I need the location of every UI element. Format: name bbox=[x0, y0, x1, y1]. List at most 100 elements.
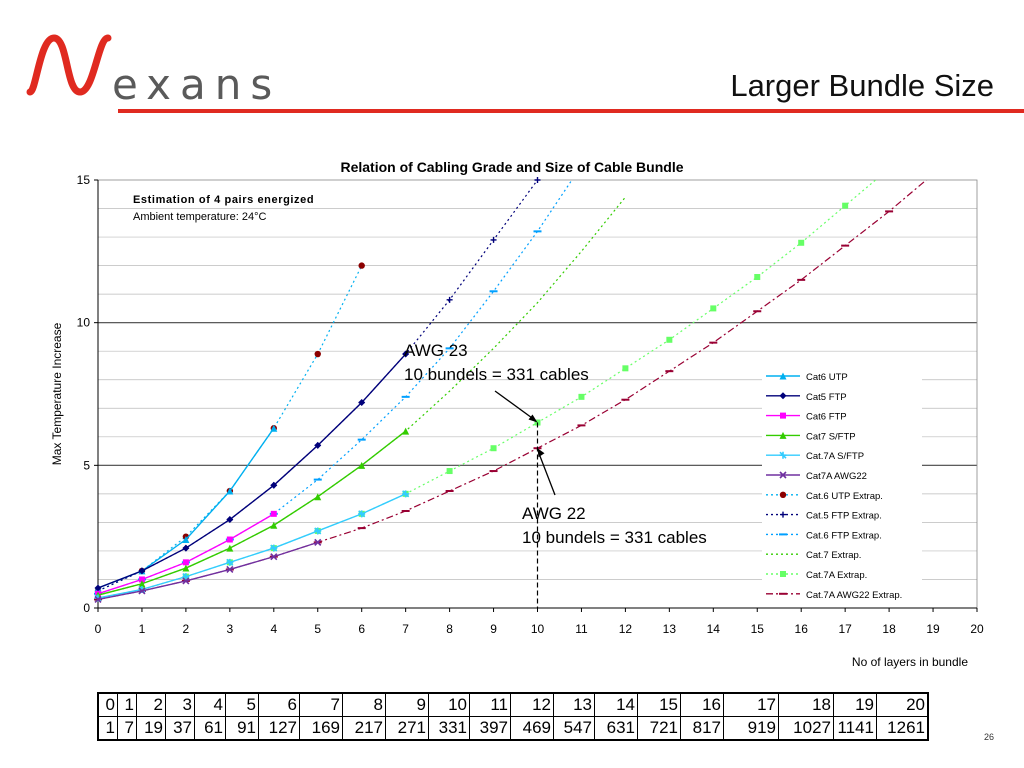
data-point-legend-2 bbox=[780, 412, 786, 419]
legend-label: Cat.7A Extrap. bbox=[806, 570, 867, 581]
data-point-1 bbox=[138, 567, 146, 575]
table-cell: 8 bbox=[342, 692, 386, 717]
data-point-10 bbox=[578, 393, 585, 400]
data-point-legend-3 bbox=[779, 431, 787, 439]
data-point-6 bbox=[314, 350, 321, 358]
table-cell: 547 bbox=[553, 716, 595, 741]
table-cell: 17 bbox=[723, 692, 779, 717]
data-point-3 bbox=[226, 544, 234, 552]
logo-swoosh-icon bbox=[26, 34, 112, 96]
y-tick-label: 10 bbox=[77, 316, 91, 330]
data-point-3 bbox=[182, 564, 190, 572]
table-cell: 331 bbox=[428, 716, 470, 741]
legend-label: Cat6 UTP bbox=[806, 372, 848, 383]
table-cell: 1141 bbox=[833, 716, 877, 741]
data-point-0 bbox=[226, 487, 234, 495]
data-point-2 bbox=[182, 559, 189, 566]
data-point-legend-7 bbox=[780, 511, 786, 518]
slide-title: Larger Bundle Size bbox=[730, 68, 994, 103]
data-point-0 bbox=[182, 536, 190, 544]
data-point-4 bbox=[358, 510, 366, 518]
data-point-4 bbox=[402, 490, 410, 498]
x-tick-label: 2 bbox=[183, 622, 190, 636]
x-tick-label: 20 bbox=[970, 622, 984, 636]
y-tick-label: 0 bbox=[83, 601, 90, 615]
x-axis-label: No of layers in bundle bbox=[852, 655, 968, 669]
data-point-legend-6 bbox=[779, 491, 787, 498]
annotation-arrow bbox=[494, 390, 536, 422]
x-tick-label: 19 bbox=[926, 622, 940, 636]
table-cell: 7 bbox=[117, 716, 137, 741]
data-point-3 bbox=[270, 521, 278, 529]
data-point-7 bbox=[534, 177, 541, 183]
data-point-legend-5 bbox=[779, 471, 787, 479]
data-point-3 bbox=[314, 493, 322, 501]
legend-label: Cat.6 UTP Extrap. bbox=[806, 491, 883, 502]
table-cell: 817 bbox=[680, 716, 724, 741]
x-tick-label: 15 bbox=[751, 622, 765, 636]
legend-label: Cat7A AWG22 bbox=[806, 471, 867, 482]
data-point-10 bbox=[490, 445, 497, 452]
x-tick-label: 14 bbox=[707, 622, 721, 636]
table-cell: 10 bbox=[428, 692, 470, 717]
table-cell: 7 bbox=[299, 692, 343, 717]
legend-label: Cat.7A AWG22 Extrap. bbox=[806, 590, 902, 601]
table-cell: 397 bbox=[469, 716, 511, 741]
x-tick-label: 8 bbox=[446, 622, 453, 636]
table-row: 1 7 19 37 61 91 127 169 217 271 331 397 469 547 631 721… bbox=[97, 716, 929, 741]
data-point-5 bbox=[314, 538, 322, 546]
data-point-5 bbox=[94, 595, 102, 604]
annotation-arrowhead bbox=[537, 448, 545, 458]
legend-label: Cat5 FTP bbox=[806, 392, 847, 403]
data-point-1 bbox=[402, 350, 410, 358]
table-cell: 12 bbox=[510, 692, 554, 717]
legend-label: Cat.6 FTP Extrap. bbox=[806, 530, 882, 541]
title-rule bbox=[118, 109, 1024, 113]
series-line-3 bbox=[98, 430, 407, 596]
x-tick-label: 11 bbox=[575, 622, 588, 636]
data-point-10 bbox=[754, 274, 761, 281]
annotation-awg22-line2: 10 bundels = 331 cables bbox=[522, 528, 707, 547]
table-cell: 18 bbox=[778, 692, 834, 717]
table-cell: 127 bbox=[258, 716, 300, 741]
data-point-2 bbox=[138, 576, 145, 583]
data-point-3 bbox=[358, 461, 366, 469]
table-cell: 15 bbox=[637, 692, 681, 717]
annotation-arrowhead bbox=[528, 414, 538, 423]
page-number: 26 bbox=[983, 732, 994, 742]
table-cell: 631 bbox=[594, 716, 638, 741]
chart: Relation of Cabling Grade and Size of Ca… bbox=[50, 159, 984, 669]
data-point-legend-10 bbox=[780, 571, 786, 577]
x-tick-label: 1 bbox=[139, 622, 146, 636]
x-tick-label: 13 bbox=[663, 622, 677, 636]
x-tick-label: 17 bbox=[838, 622, 852, 636]
table-cell: 2 bbox=[136, 692, 166, 717]
data-point-1 bbox=[182, 544, 190, 552]
table-cell: 1027 bbox=[778, 716, 834, 741]
table-cell: 169 bbox=[299, 716, 343, 741]
data-point-4 bbox=[314, 527, 322, 535]
x-tick-label: 10 bbox=[531, 622, 545, 636]
data-point-2 bbox=[226, 536, 233, 543]
data-point-legend-1 bbox=[779, 392, 787, 400]
data-point-10 bbox=[666, 336, 673, 343]
table-cell: 19 bbox=[136, 716, 166, 741]
table-cell: 5 bbox=[225, 692, 259, 717]
data-point-10 bbox=[842, 202, 849, 209]
data-point-0 bbox=[270, 424, 278, 432]
data-point-10 bbox=[622, 365, 629, 372]
data-point-6 bbox=[358, 262, 365, 269]
legend-label: Cat6 FTP bbox=[806, 412, 847, 423]
table-cell: 4 bbox=[194, 692, 226, 717]
data-point-1 bbox=[226, 516, 234, 524]
table-cell: 9 bbox=[385, 692, 429, 717]
x-tick-label: 4 bbox=[270, 622, 277, 636]
x-tick-label: 5 bbox=[314, 622, 321, 636]
data-point-2 bbox=[270, 510, 277, 517]
legend-box bbox=[762, 366, 922, 606]
table-row: 0 1 2 3 4 5 6 7 8 9 10 11 12 13 14 15 16 17 18 19 20 bbox=[97, 692, 929, 717]
table-cell: 13 bbox=[553, 692, 595, 717]
data-point-5 bbox=[226, 565, 234, 574]
x-tick-label: 6 bbox=[358, 622, 365, 636]
data-point-1 bbox=[358, 399, 366, 407]
